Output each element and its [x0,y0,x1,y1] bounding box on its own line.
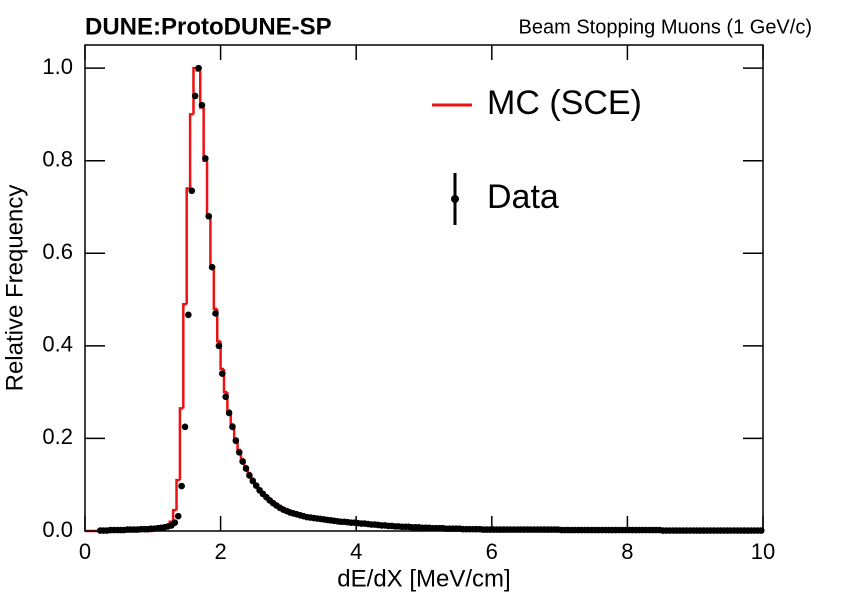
data-point [198,101,206,109]
y-tick-label: 0.4 [42,332,73,357]
data-point [181,423,189,431]
chart-subtitle: Beam Stopping Muons (1 GeV/c) [519,16,812,38]
data-point [185,311,192,319]
data-point [225,409,233,417]
data-point [249,477,257,485]
mc-step [178,407,184,481]
mc-step [182,302,187,409]
mc-step [175,478,180,511]
legend-swatch [451,195,459,203]
x-axis-label: dE/dX [MeV/cm] [337,565,510,592]
data-point [188,187,196,195]
data-point [222,393,229,401]
mc-step [192,66,197,115]
x-tick-label: 0 [79,539,91,564]
data-point [239,458,246,465]
y-tick-label: 0.6 [42,239,73,264]
plot-frame [84,44,764,532]
data-point [171,519,179,526]
y-tick-label: 0.0 [42,517,73,542]
legend-label: MC (SCE) [487,84,642,122]
data-point [212,310,219,317]
mc-step [209,216,214,269]
mc-step [185,187,191,305]
data-point [252,482,260,489]
data-point [235,449,243,456]
data-point [215,342,223,350]
data-point [246,472,253,479]
mc-step [202,107,208,162]
x-tick-label: 10 [751,539,775,564]
mc-step [188,113,194,189]
mc-step [212,267,218,311]
data-point [195,64,202,72]
legend-label: Data [487,178,559,216]
data-point [178,482,185,490]
y-tick-label: 0.8 [42,147,73,172]
data-point [174,512,182,520]
data-point [218,370,226,377]
data-point [202,155,209,162]
y-tick-label: 0.2 [42,424,73,449]
data-point [208,263,216,271]
x-tick-label: 2 [214,539,226,564]
data-point [232,437,240,445]
x-tick-label: 6 [486,539,498,564]
x-tick-label: 4 [350,539,362,564]
mc-step [205,160,211,218]
data-point [191,92,199,100]
y-tick-label: 1.0 [42,54,73,79]
data-point [205,212,213,220]
data-point [229,423,236,431]
y-axis-label: Relative Frequency [1,185,28,392]
x-tick-label: 8 [621,539,633,564]
chart-title: DUNE:ProtoDUNE-SP [85,13,332,40]
data-point [242,465,250,472]
